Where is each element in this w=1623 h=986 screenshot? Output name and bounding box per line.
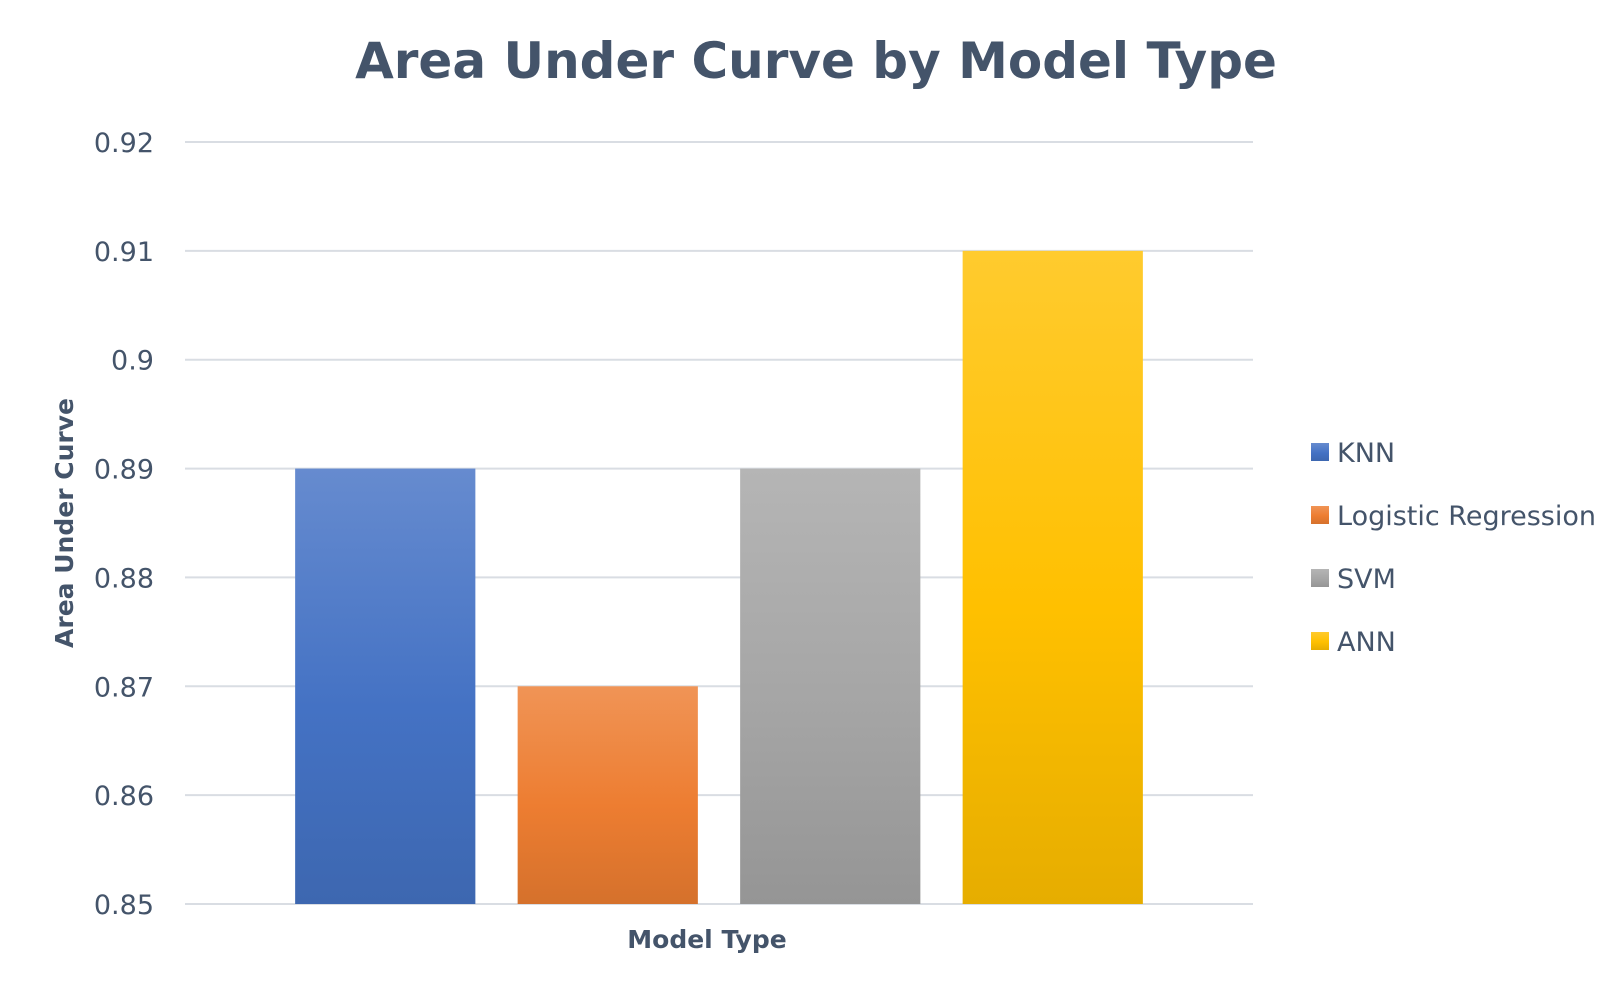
legend-swatch <box>1311 632 1329 650</box>
y-tick-label: 0.86 <box>94 781 154 812</box>
legend-item-logistic-regression: Logistic Regression <box>1311 501 1596 532</box>
y-tick-label: 0.92 <box>94 128 154 159</box>
y-tick-label: 0.9 <box>111 346 154 377</box>
chart-title: Area Under Curve by Model Type <box>355 32 1277 90</box>
legend-item-knn: KNN <box>1311 438 1395 469</box>
bars <box>295 250 1143 904</box>
bar-logistic-regression <box>517 686 698 904</box>
legend-swatch <box>1311 443 1329 461</box>
legend-item-svm: SVM <box>1311 564 1396 595</box>
legend-label: Logistic Regression <box>1337 501 1596 532</box>
legend-label: SVM <box>1337 564 1396 595</box>
x-axis-title: Model Type <box>627 925 786 954</box>
y-tick-label: 0.88 <box>94 563 154 594</box>
legend-label: ANN <box>1337 627 1396 658</box>
y-tick-label: 0.91 <box>94 237 154 268</box>
legend-swatch <box>1311 506 1329 524</box>
bar-knn <box>295 468 476 904</box>
y-tick-label: 0.85 <box>94 890 154 921</box>
y-axis-title: Area Under Curve <box>50 398 79 648</box>
y-tick-label: 0.89 <box>94 455 154 486</box>
legend-label: KNN <box>1337 438 1395 469</box>
bar-ann <box>962 250 1143 904</box>
legend: KNN Logistic Regression SVM ANN <box>1311 438 1596 658</box>
bar-svm <box>740 468 921 904</box>
legend-swatch <box>1311 569 1329 587</box>
y-tick-label: 0.87 <box>94 672 154 703</box>
y-axis-tick-labels: 0.85 0.86 0.87 0.88 0.89 0.9 0.91 0.92 <box>94 128 154 921</box>
legend-item-ann: ANN <box>1311 627 1396 658</box>
